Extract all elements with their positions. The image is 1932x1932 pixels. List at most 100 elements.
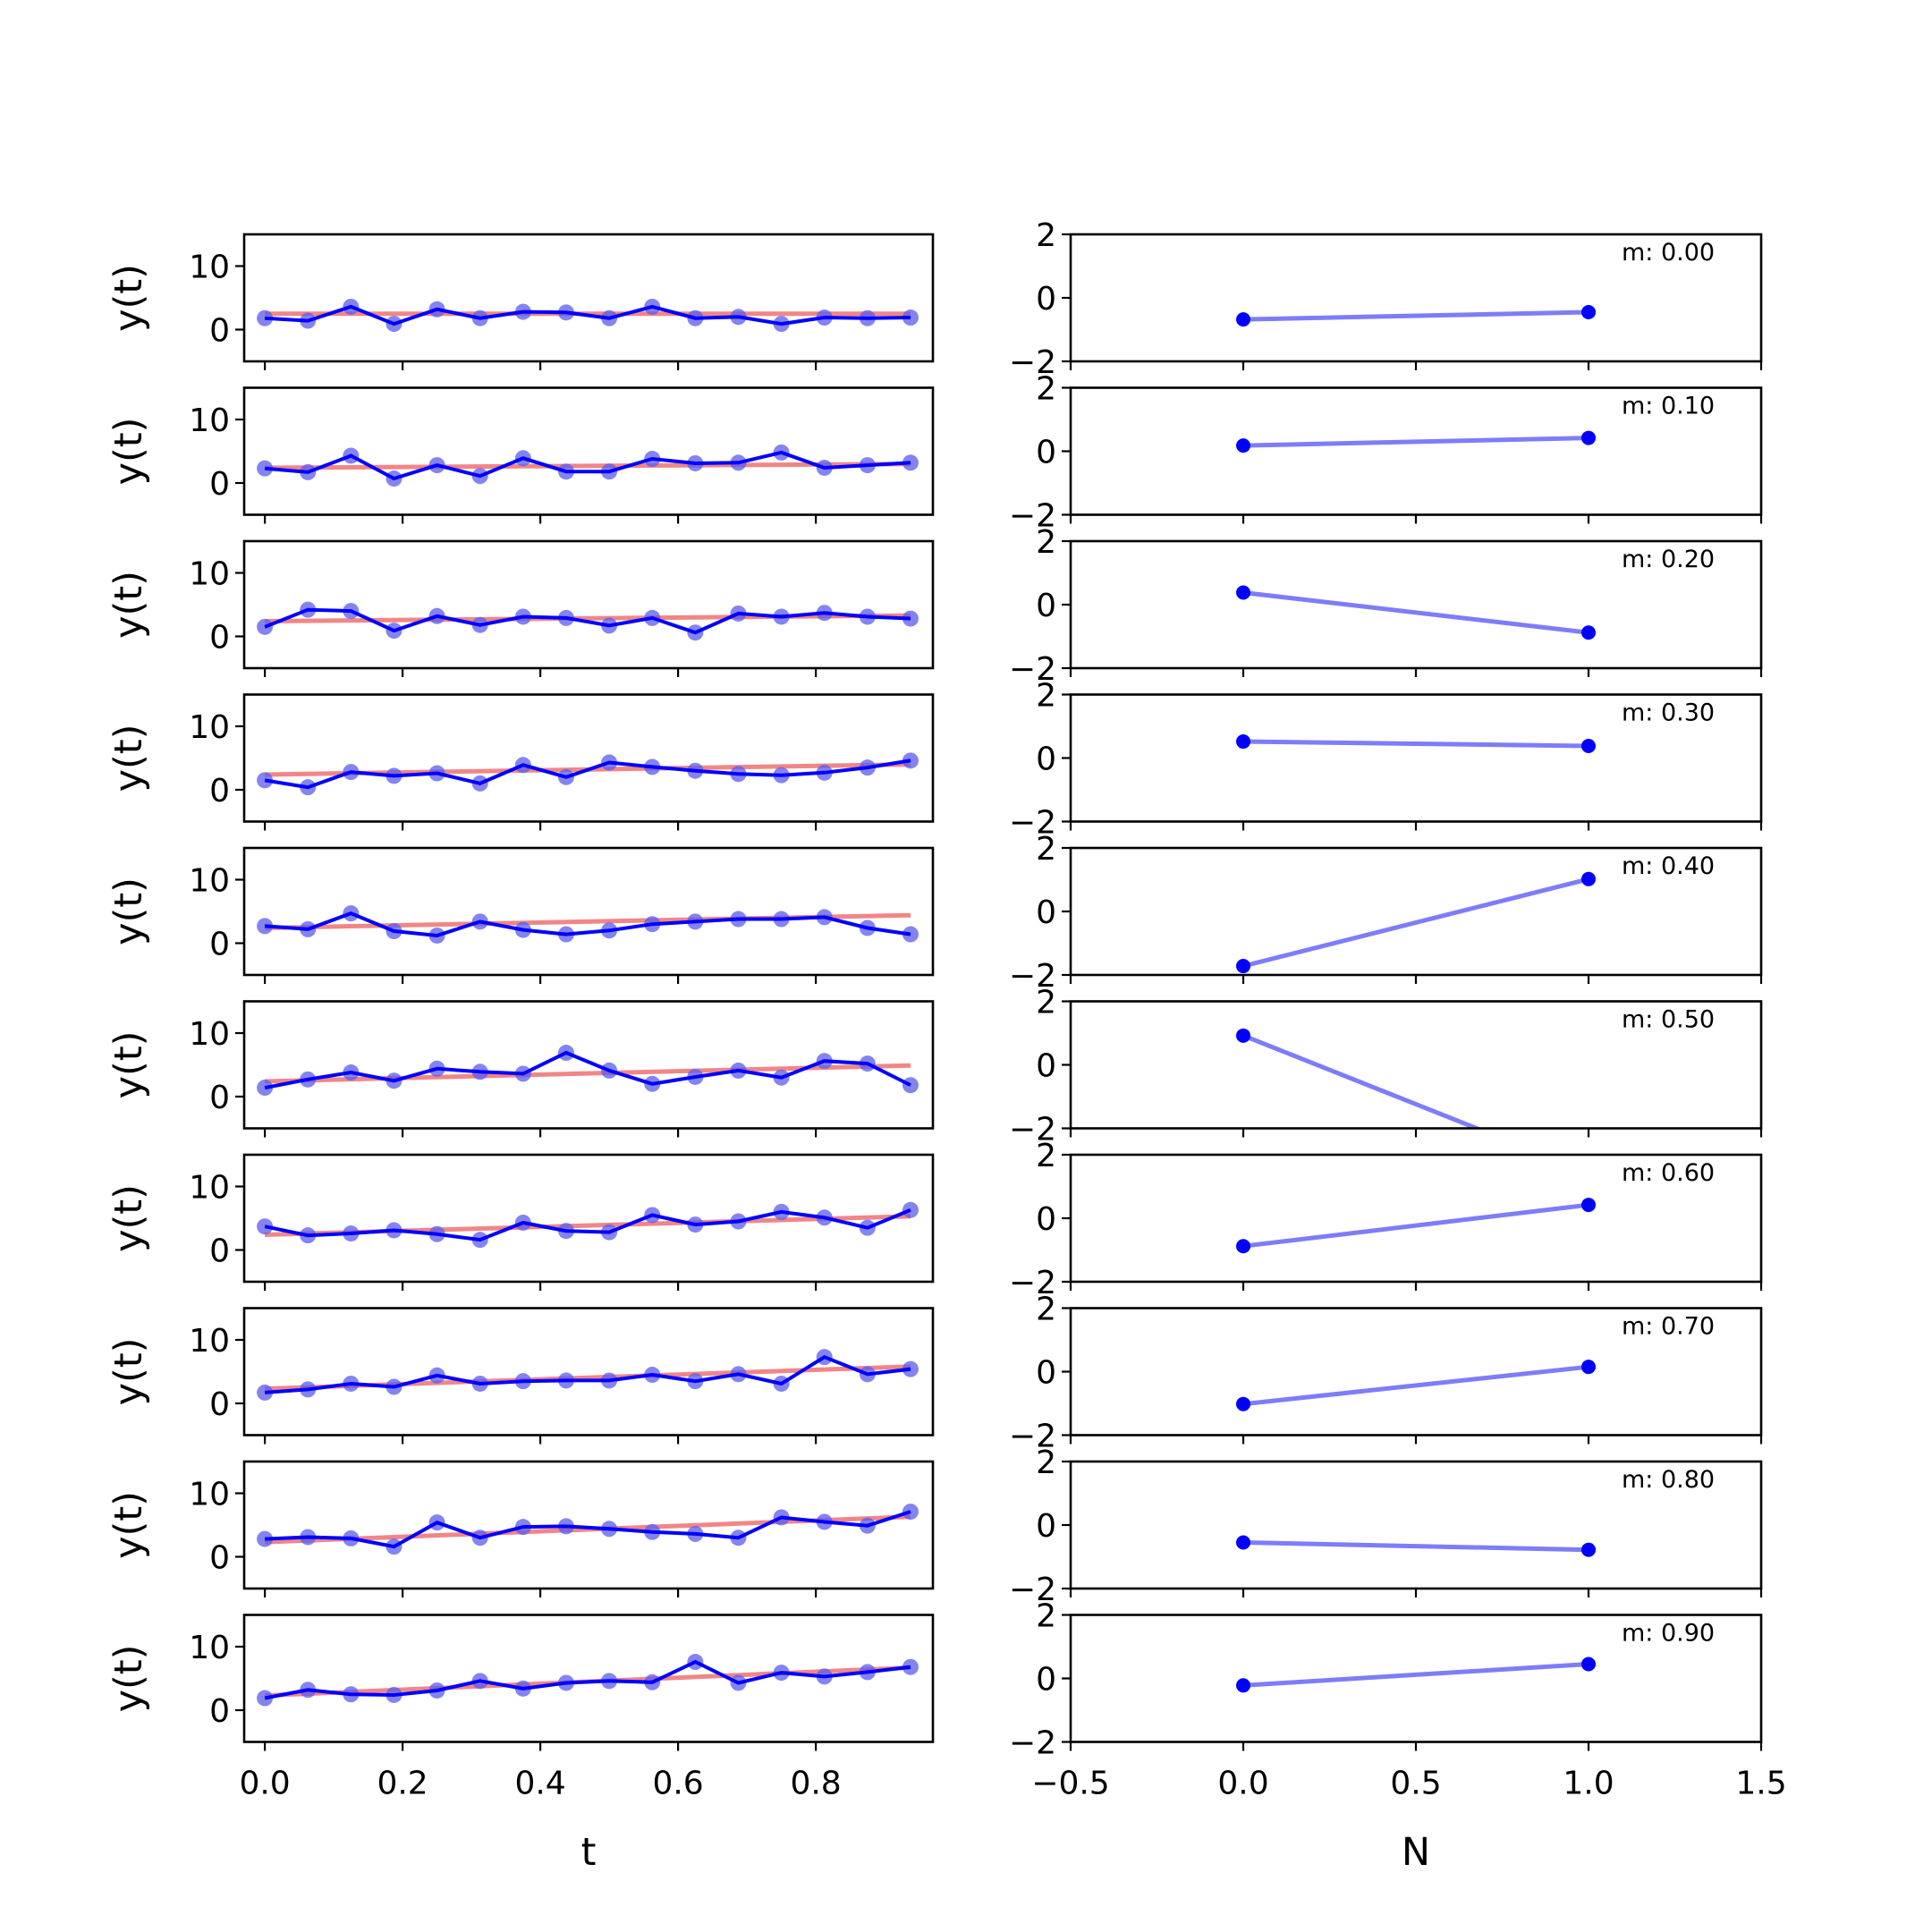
left-y-tick-label: 0 <box>209 1540 230 1577</box>
left-panel-frame <box>242 1614 935 1743</box>
left-y-axis-label: y(t) <box>106 264 151 332</box>
left-plot-area <box>257 601 919 641</box>
right-x-tick-label: 1.0 <box>1563 1766 1614 1802</box>
left-panel-9: 0 10 0.0 0.2 0.4 0.6 0.8 y(t) <box>106 1614 935 1802</box>
left-y-tick-label: 10 <box>189 863 230 900</box>
right-plot-area <box>1236 585 1596 640</box>
left-plot-area <box>257 1504 919 1555</box>
left-plot-area <box>257 1201 919 1249</box>
left-x-axis-label: t <box>581 1830 597 1875</box>
right-y-tick-label: −2 <box>1009 498 1056 535</box>
observed-line <box>264 911 911 938</box>
right-panel-8: −2 0 2 m: 0.80 <box>1009 1445 1763 1608</box>
N-point <box>1236 438 1250 453</box>
right-x-tick-label: 1.5 <box>1735 1766 1786 1802</box>
right-y-tick-label: 2 <box>1036 678 1056 715</box>
N-point <box>1581 871 1596 886</box>
left-y-tick-label: 10 <box>189 556 230 593</box>
observed-point <box>257 772 274 789</box>
left-panel-frame <box>242 1153 935 1284</box>
right-y-tick-label: −2 <box>1009 651 1056 688</box>
right-y-tick-label: 2 <box>1036 1445 1056 1481</box>
left-y-tick-label: 10 <box>189 1477 230 1513</box>
observed-point <box>257 1384 274 1401</box>
left-plot-area <box>257 444 919 487</box>
right-y-tick-label: −2 <box>1009 1265 1056 1301</box>
left-y-tick-label: 10 <box>189 402 230 439</box>
observed-line <box>264 450 911 481</box>
left-y-tick-label: 10 <box>189 1323 230 1360</box>
N-point <box>1236 1396 1250 1411</box>
N-point <box>1581 625 1596 640</box>
N-line <box>1242 590 1589 635</box>
right-panel-7: −2 0 2 m: 0.70 <box>1009 1292 1763 1455</box>
right-y-tick-label: −2 <box>1009 805 1056 842</box>
right-y-tick-label: −2 <box>1009 1112 1056 1148</box>
left-y-tick-label: 0 <box>209 1386 230 1423</box>
N-point <box>1236 1239 1250 1254</box>
N-point <box>1236 1028 1250 1043</box>
left-panel-frame <box>242 233 935 363</box>
left-y-tick-label: 0 <box>209 466 230 503</box>
right-panel-frame <box>1069 1000 1763 1130</box>
right-y-tick-label: 2 <box>1036 217 1056 254</box>
right-plot-area <box>1236 734 1596 754</box>
right-y-tick-label: 0 <box>1036 281 1056 318</box>
left-y-tick-label: 0 <box>209 1693 230 1730</box>
left-y-tick-label: 10 <box>189 709 230 746</box>
right-x-tick-label: −0.5 <box>1031 1766 1109 1802</box>
panel-annotation: m: 0.00 <box>1622 239 1715 267</box>
N-point <box>1236 734 1250 750</box>
right-y-tick-label: 0 <box>1036 1201 1056 1238</box>
right-x-axis-label: N <box>1402 1830 1430 1875</box>
left-y-tick-label: 10 <box>189 1170 230 1207</box>
right-y-tick-label: 2 <box>1036 1292 1056 1328</box>
right-plot-area <box>1236 304 1596 327</box>
panel-annotation: m: 0.60 <box>1622 1159 1715 1187</box>
left-y-tick-label: 0 <box>209 620 230 657</box>
N-point <box>1581 739 1596 754</box>
left-panel-frame <box>242 539 935 670</box>
N-point <box>1236 1535 1250 1550</box>
observed-line <box>264 1354 911 1394</box>
right-y-tick-label: 2 <box>1036 831 1056 868</box>
N-line <box>1242 309 1589 322</box>
right-panel-frame <box>1069 539 1763 670</box>
observed-point <box>257 1690 274 1707</box>
left-panel-frame <box>242 1307 935 1436</box>
N-line <box>1242 1033 1483 1129</box>
observed-point <box>257 460 274 477</box>
right-y-tick-label: 0 <box>1036 1508 1056 1545</box>
observed-line <box>264 607 911 635</box>
N-point <box>1236 312 1250 327</box>
N-point <box>1581 1198 1596 1213</box>
left-panel-2: 0 10 y(t) <box>106 539 935 677</box>
right-x-tick-label: 0.5 <box>1390 1766 1441 1802</box>
left-y-tick-label: 10 <box>189 1630 230 1666</box>
left-y-axis-label: y(t) <box>106 1338 151 1406</box>
left-panel-frame <box>242 846 935 977</box>
panel-annotation: m: 0.10 <box>1622 393 1715 420</box>
right-x-tick-label: 0.0 <box>1217 1766 1268 1802</box>
N-line <box>1242 739 1589 749</box>
right-y-tick-label: 2 <box>1036 371 1056 408</box>
right-panel-6: −2 0 2 m: 0.60 <box>1009 1138 1763 1301</box>
left-panel-4: 0 10 y(t) <box>106 846 935 984</box>
left-y-axis-label: y(t) <box>106 1184 151 1252</box>
right-y-tick-label: 0 <box>1036 435 1056 471</box>
right-y-tick-label: 0 <box>1036 588 1056 624</box>
left-x-tick-label: 0.6 <box>652 1766 703 1802</box>
right-y-tick-label: 0 <box>1036 1355 1056 1392</box>
right-plot-area <box>1236 1535 1596 1557</box>
right-plot-area <box>1236 430 1596 453</box>
observed-line <box>265 1510 911 1549</box>
left-y-axis-label: y(t) <box>106 877 151 945</box>
N-line <box>1242 1540 1589 1553</box>
left-y-tick-label: 10 <box>189 250 230 286</box>
left-panel-1: 0 10 y(t) <box>106 386 935 524</box>
left-panel-8: 0 10 y(t) <box>106 1460 935 1597</box>
right-panel-9: −2 0 2 −0.5 0.0 0.5 1.0 1.5 m: 0.90 <box>1009 1598 1787 1802</box>
right-panel-5: −2 0 2 m: 0.50 <box>1009 985 1763 1148</box>
right-y-tick-label: 2 <box>1036 1138 1056 1174</box>
left-panel-frame <box>242 693 935 823</box>
